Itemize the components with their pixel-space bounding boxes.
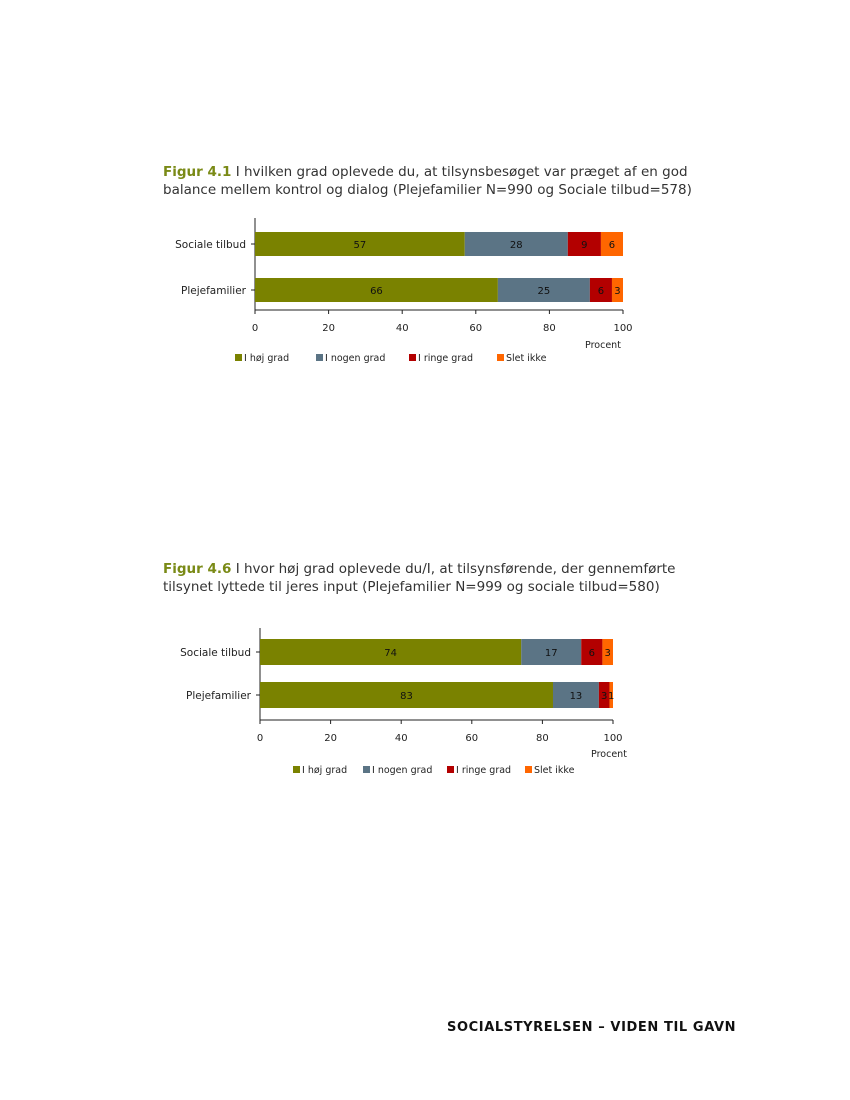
bar-segment <box>260 682 553 708</box>
figure-title-text: I hvilken grad oplevede du, at tilsynsbe… <box>163 164 692 198</box>
bar-segment <box>552 682 599 708</box>
x-tick-label: 100 <box>613 323 632 334</box>
legend-swatch <box>235 354 242 361</box>
x-tick-label: 20 <box>324 733 337 744</box>
x-tick-label: 100 <box>603 733 622 744</box>
figure-label: Figur 4.1 <box>163 164 232 180</box>
x-tick-label: 80 <box>543 323 556 334</box>
legend-label: Slet ikke <box>506 353 547 364</box>
legend-label: I høj grad <box>244 353 289 364</box>
figure-title: Figur 4.6 I hvor høj grad oplevede du/I,… <box>163 560 703 596</box>
legend-label: I ringe grad <box>456 765 511 776</box>
bar-segment <box>611 278 623 302</box>
bar-segment <box>589 278 612 302</box>
legend-label: I ringe grad <box>418 353 473 364</box>
data-label: 6 <box>589 648 595 659</box>
data-label: 6 <box>598 286 604 297</box>
bar-segment <box>464 232 568 256</box>
category-label: Plejefamilier <box>181 285 247 297</box>
data-label: 3 <box>605 648 611 659</box>
data-label: 9 <box>581 240 587 251</box>
data-label: 17 <box>545 648 558 659</box>
data-label: 74 <box>384 648 397 659</box>
x-tick-label: 20 <box>322 323 335 334</box>
legend-label: Slet ikke <box>534 765 575 776</box>
x-tick-label: 40 <box>396 323 409 334</box>
bar-segment <box>260 639 522 665</box>
x-axis-label: Procent <box>585 340 621 351</box>
legend-swatch <box>497 354 504 361</box>
x-tick-label: 40 <box>395 733 408 744</box>
footer-brand: SOCIALSTYRELSEN – VIDEN TIL GAVN <box>447 1020 737 1035</box>
legend-label: I nogen grad <box>372 765 432 776</box>
bar-segment <box>602 639 613 665</box>
data-label: 6 <box>609 240 615 251</box>
data-label: 25 <box>538 286 551 297</box>
data-label: 3 <box>601 691 607 702</box>
data-label: 1 <box>608 691 614 702</box>
legend-swatch <box>447 766 454 773</box>
bar-segment <box>255 232 465 256</box>
bar-segment <box>581 639 603 665</box>
x-tick-label: 0 <box>252 323 258 334</box>
bar-segment <box>567 232 601 256</box>
figure-label: Figur 4.6 <box>163 561 232 577</box>
category-label: Sociale tilbud <box>175 239 246 251</box>
x-tick-label: 60 <box>469 323 482 334</box>
data-label: 66 <box>370 286 383 297</box>
legend-swatch <box>363 766 370 773</box>
data-label: 28 <box>510 240 523 251</box>
data-label: 3 <box>614 286 620 297</box>
legend-swatch <box>316 354 323 361</box>
category-label: Sociale tilbud <box>180 647 251 659</box>
category-label: Plejefamilier <box>186 690 252 702</box>
x-tick-label: 80 <box>536 733 549 744</box>
data-label: 57 <box>354 240 367 251</box>
x-tick-label: 60 <box>465 733 478 744</box>
bar-segment <box>598 682 610 708</box>
legend-swatch <box>409 354 416 361</box>
legend-swatch <box>293 766 300 773</box>
figure-title: Figur 4.1 I hvilken grad oplevede du, at… <box>163 163 703 199</box>
bar-segment <box>255 278 498 302</box>
legend-label: I nogen grad <box>325 353 385 364</box>
bar-segment <box>497 278 590 302</box>
figure-title-text: I hvor høj grad oplevede du/I, at tilsyn… <box>163 561 676 595</box>
x-axis-label: Procent <box>591 749 627 760</box>
data-label: 13 <box>570 691 583 702</box>
legend-swatch <box>525 766 532 773</box>
bar-segment <box>609 682 613 708</box>
data-label: 83 <box>400 691 413 702</box>
bar-segment <box>521 639 582 665</box>
bar-segment <box>600 232 623 256</box>
legend-label: I høj grad <box>302 765 347 776</box>
x-tick-label: 0 <box>257 733 263 744</box>
